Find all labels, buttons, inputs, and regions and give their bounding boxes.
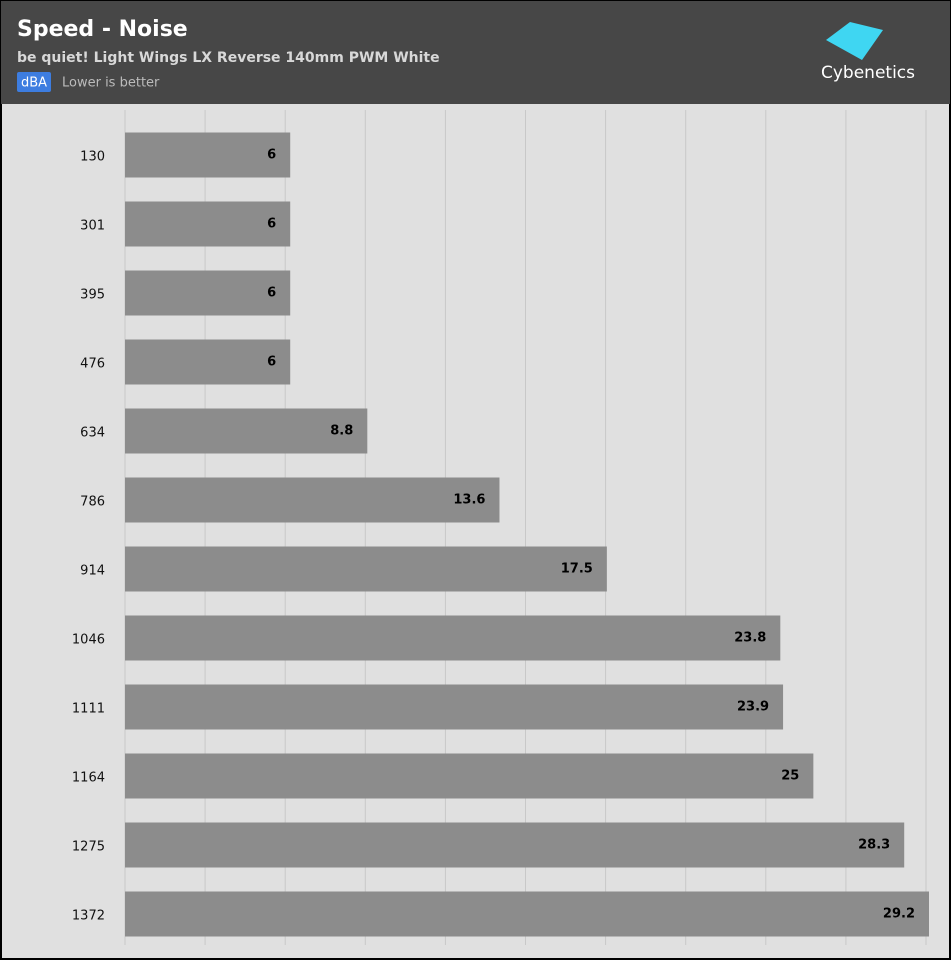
chart-title: Speed - Noise bbox=[17, 17, 188, 42]
value-label: 23.9 bbox=[737, 700, 769, 715]
y-tick-label: 786 bbox=[80, 495, 105, 510]
value-label: 6 bbox=[267, 217, 276, 232]
bar bbox=[125, 753, 814, 799]
unit-label: dBA bbox=[21, 76, 47, 91]
bar bbox=[125, 201, 291, 247]
bar bbox=[125, 684, 784, 730]
bar bbox=[125, 891, 929, 937]
logo-icon bbox=[826, 22, 883, 60]
y-tick-label: 130 bbox=[80, 150, 105, 165]
header bbox=[1, 1, 950, 104]
logo-text: Cybenetics bbox=[821, 63, 915, 83]
y-tick-label: 1372 bbox=[72, 909, 105, 924]
bar bbox=[125, 822, 905, 868]
y-tick-label: 1046 bbox=[72, 633, 105, 648]
value-label: 28.3 bbox=[858, 838, 890, 853]
y-tick-label: 395 bbox=[80, 288, 105, 303]
bar bbox=[125, 339, 291, 385]
value-label: 13.6 bbox=[453, 493, 485, 508]
y-tick-label: 301 bbox=[80, 219, 105, 234]
bar bbox=[125, 477, 500, 523]
value-label: 17.5 bbox=[561, 562, 593, 577]
value-label: 6 bbox=[267, 355, 276, 370]
value-label: 25 bbox=[781, 769, 799, 784]
bar bbox=[125, 546, 607, 592]
value-label: 6 bbox=[267, 286, 276, 301]
bar bbox=[125, 132, 291, 178]
value-label: 29.2 bbox=[883, 907, 915, 922]
y-tick-label: 634 bbox=[80, 426, 105, 441]
y-tick-label: 1111 bbox=[72, 702, 105, 717]
value-label: 8.8 bbox=[330, 424, 353, 439]
value-label: 6 bbox=[267, 148, 276, 163]
chart-subtitle: be quiet! Light Wings LX Reverse 140mm P… bbox=[17, 50, 440, 66]
unit-badge bbox=[17, 72, 51, 92]
bar bbox=[125, 270, 291, 316]
y-tick-label: 1275 bbox=[72, 840, 105, 855]
value-label: 23.8 bbox=[734, 631, 766, 646]
bar bbox=[125, 408, 368, 454]
y-tick-label: 1164 bbox=[72, 771, 105, 786]
y-tick-label: 914 bbox=[80, 564, 105, 579]
note: Lower is better bbox=[62, 76, 160, 91]
y-tick-label: 476 bbox=[80, 357, 105, 372]
bar bbox=[125, 615, 781, 661]
